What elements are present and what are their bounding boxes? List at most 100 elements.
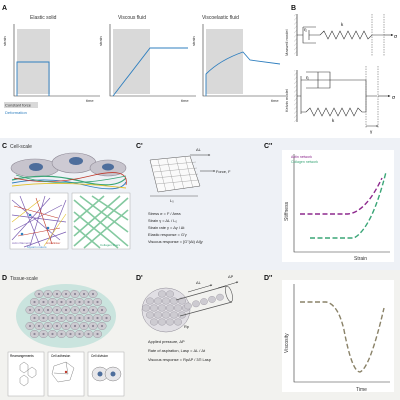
- aspirated-cell: [150, 318, 158, 326]
- maxwell-sigma: σ: [394, 34, 398, 40]
- tissue-cell-nucleus: [82, 324, 86, 328]
- strain-label-3: strain: [191, 36, 196, 46]
- time-label-3: time: [271, 98, 279, 103]
- time-label-1: time: [86, 98, 94, 103]
- c1-delta-l: ΔL: [196, 147, 202, 152]
- d1-delta-p: ΔP: [228, 274, 234, 279]
- collagen-curve: [310, 171, 387, 239]
- aspirated-cell: [142, 304, 150, 312]
- kelvin-k: k: [332, 118, 335, 123]
- c1-eq-elastic: Elastic response = G'γ: [148, 232, 187, 237]
- c1-eq-stress: Stress σ = F / Area: [148, 211, 181, 216]
- viscosity-curve: [300, 301, 385, 373]
- crosslinker-label: crosslinker: [46, 241, 60, 245]
- pipette-cell: [192, 300, 200, 308]
- aspirated-cell: [154, 311, 162, 319]
- tissue-cell-nucleus: [96, 300, 99, 304]
- legend-force-text: Constant force: [5, 103, 32, 108]
- inset-adhesion: Cell adhesion: [51, 354, 71, 358]
- d1-eq-pressure: Applied pressure, ΔP: [148, 339, 185, 344]
- actin-inset: Actin filaments crosslinker Myosin motor…: [9, 192, 69, 250]
- d1-rp: Rp: [184, 324, 189, 329]
- tissue-cell-nucleus: [46, 324, 50, 328]
- aspirated-cell: [154, 297, 162, 305]
- aspirated-cell: [166, 290, 174, 298]
- viscous-fluid-plot: Viscous fluid strain time: [98, 15, 196, 103]
- inset-rearrangements: Rearrangements: [10, 354, 34, 358]
- legend-force-swatch: [4, 102, 38, 108]
- stiffness-plot: Actin network Collagen network Stiffness…: [282, 150, 394, 262]
- d1-equations: Applied pressure, ΔP Rate of aspiration,…: [148, 339, 211, 362]
- panel-c-label: C: [2, 143, 7, 150]
- panel-d-label: D: [2, 275, 7, 282]
- tissue-cell-nucleus: [46, 308, 50, 312]
- maxwell-model: η k σ: [294, 14, 398, 56]
- time-label-2: time: [181, 98, 189, 103]
- tissue-cell-nucleus: [51, 300, 54, 304]
- tissue-cell-nucleus: [96, 316, 99, 320]
- pipette-cell: [200, 298, 208, 305]
- aspirated-cell: [146, 297, 154, 305]
- tissue-cell-nucleus: [64, 292, 68, 296]
- panel-a-label: A: [2, 5, 7, 12]
- maxwell-label: Maxwell model: [284, 29, 289, 56]
- viscoelastic-fluid-plot: Viscoelastic fluid strain time: [191, 15, 286, 103]
- aspirated-cell: [158, 304, 166, 312]
- plot-title-elastic: Elastic solid: [30, 15, 57, 21]
- d1-eq-rate: Rate of aspiration, Lasp = ΔL / Δt: [148, 348, 206, 353]
- tissue-cell-nucleus: [82, 292, 86, 296]
- tissue-cell-nucleus: [73, 308, 77, 312]
- actin-curve: [300, 177, 383, 215]
- aspirated-cell: [158, 318, 166, 326]
- tissue-cell-nucleus: [55, 292, 59, 296]
- aspiration-sketch: ΔL ΔP Rp: [141, 274, 239, 333]
- tissue-cell-nucleus: [64, 308, 68, 312]
- aspirated-cell: [162, 297, 170, 305]
- aspirated-cell: [166, 304, 174, 312]
- aspirated-cell: [178, 311, 186, 319]
- tissue-cell-nucleus: [51, 316, 54, 320]
- pipette-cell: [216, 293, 224, 301]
- kelvin-label: Kelvin model: [284, 89, 289, 112]
- strain-label-1: strain: [2, 36, 7, 46]
- panel-b-label: B: [291, 5, 296, 12]
- tissue-cell-nucleus: [100, 308, 104, 312]
- tissue-cell-nucleus: [33, 316, 36, 320]
- collagen-fibers-label: Collagen fibers: [100, 243, 121, 247]
- pipette-cell: [184, 302, 192, 310]
- elastic-solid-plot: Elastic solid strain time: [2, 15, 100, 103]
- panel-c1-label: C': [136, 143, 143, 150]
- tissue-scale-title: Tissue-scale: [10, 276, 38, 282]
- tissue-cell-nucleus: [91, 308, 95, 312]
- tissue-cell-nucleus: [60, 316, 63, 320]
- tissue-cell-nucleus: [73, 292, 77, 296]
- tissue-cell-nucleus: [87, 332, 90, 336]
- tissue-cell-nucleus: [28, 308, 32, 312]
- legend-actin: Actin network: [291, 155, 312, 159]
- c2-xlabel: Strain: [354, 256, 367, 262]
- tissue-illustration: [16, 284, 116, 348]
- tissue-cell-nucleus: [91, 324, 95, 328]
- tissue-insets: Rearrangements Cell adhesion Cell divisi…: [7, 351, 125, 397]
- tissue-cell-nucleus: [69, 300, 72, 304]
- tissue-cell-nucleus: [73, 324, 77, 328]
- plot-title-viscoelastic: Viscoelastic fluid: [202, 15, 239, 21]
- c1-eq-viscous: Viscous response = [G''(Δt) Δt]γ: [148, 239, 203, 244]
- tissue-cell-nucleus: [42, 332, 45, 336]
- tissue-cell-nucleus: [55, 308, 59, 312]
- maxwell-eta: η: [304, 27, 307, 32]
- kelvin-eta: η: [306, 75, 309, 80]
- d2-ylabel: Viscosity: [284, 333, 290, 353]
- aspirated-cell: [158, 290, 166, 298]
- deformation-sketch: ΔL Force, F L₀: [149, 147, 231, 203]
- viscosity-plot: Viscosity Time: [282, 280, 394, 393]
- tissue-cell-nucleus: [33, 332, 36, 336]
- aspirated-cell: [146, 311, 154, 319]
- tissue-cell-nucleus: [42, 316, 45, 320]
- tissue-cell-nucleus: [37, 308, 41, 312]
- aspirated-cell: [174, 304, 182, 312]
- tissue-cell-nucleus: [37, 292, 41, 296]
- tissue-cell-nucleus: [46, 292, 50, 296]
- tissue-cell-nucleus: [60, 332, 63, 336]
